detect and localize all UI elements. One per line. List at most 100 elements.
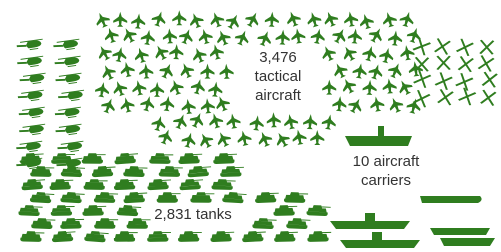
jet-icon (219, 63, 234, 79)
tank-icon (274, 231, 298, 242)
tank-icon (252, 218, 276, 229)
tank-icon (51, 153, 75, 164)
tank-icon (210, 231, 234, 242)
carriers-label: 10 aircraft (353, 153, 421, 170)
jet-icon (343, 10, 359, 27)
jet-icon (381, 10, 399, 28)
jet-icon (243, 9, 262, 29)
tank-icon (94, 218, 118, 229)
tank-icon (178, 153, 202, 164)
jet-icon (132, 46, 150, 64)
tank-icon (123, 192, 147, 204)
jet-icon (172, 112, 191, 131)
jet-icon (160, 95, 176, 112)
jet-icon (200, 98, 215, 114)
plane-icon (481, 71, 497, 87)
helicopter-icon (16, 141, 44, 154)
jet-icon (208, 10, 226, 29)
jet-icon (102, 26, 120, 44)
helicopter-icon (16, 39, 44, 52)
tank-icon (84, 179, 108, 190)
jet-icon (94, 81, 110, 98)
tank-icon (127, 218, 151, 229)
helicopter-icon (55, 73, 83, 86)
jet-icon (275, 29, 290, 45)
jet-icon (319, 43, 338, 62)
jet-icon (177, 61, 196, 80)
jet-icon (139, 94, 156, 112)
jet-icon (167, 78, 185, 97)
helicopter-icon (18, 107, 46, 120)
tank-icon (20, 231, 44, 242)
jet-icon (291, 128, 307, 145)
jet-icon (369, 95, 385, 112)
tank-icon (114, 179, 138, 190)
tank-icon (117, 205, 142, 217)
tank-icon (92, 166, 116, 178)
jet-icon (95, 43, 114, 63)
jet-icon (265, 11, 280, 27)
jet-icon (386, 95, 405, 114)
jet-icon (398, 10, 416, 28)
plane-icon (412, 37, 431, 56)
jet-icon (131, 13, 146, 29)
jet-icon (266, 112, 281, 128)
plane-icon (456, 38, 475, 57)
helicopter-icon (53, 39, 81, 52)
helicopter-icon (17, 56, 45, 69)
tank-icon (306, 205, 330, 217)
aircraft-count: 3,476 (259, 49, 297, 66)
jet-icon (169, 44, 184, 60)
jet-icon (157, 127, 175, 146)
jet-icon (118, 96, 135, 114)
plane-icon (434, 38, 451, 55)
jet-icon (282, 113, 299, 130)
jet-icon (110, 79, 128, 98)
tank-icon (190, 192, 214, 203)
jet-icon (139, 63, 154, 79)
jet-icon (346, 95, 365, 115)
aircraft-label: tactical (255, 68, 302, 85)
tank-icon (60, 218, 84, 229)
jet-icon (361, 44, 378, 62)
helicopter-icon (57, 141, 85, 154)
carriers-label: carriers (361, 172, 411, 189)
jet-icon (208, 43, 225, 61)
tank-icon (220, 166, 244, 177)
tank-icon (273, 205, 297, 216)
jet-icon (284, 9, 302, 28)
jet-icon (100, 96, 118, 115)
tank-icon (94, 192, 118, 203)
tank-icon (178, 231, 202, 242)
jet-icon (386, 61, 405, 80)
plane-icon (458, 56, 475, 73)
jet-icon (214, 129, 233, 149)
helicopter-icon (17, 90, 45, 103)
jet-icon (187, 11, 205, 30)
tanks-label: 2,831 tanks (154, 206, 232, 223)
jet-icon (214, 28, 233, 47)
jet-icon (399, 44, 415, 61)
jet-icon (177, 27, 195, 46)
jet-icon (347, 28, 362, 44)
carrier (345, 126, 412, 146)
tank-icon (213, 153, 237, 164)
tank-icon (84, 231, 109, 243)
tank-icon (211, 179, 235, 190)
jet-icon (305, 10, 323, 28)
tank-icon (82, 153, 106, 164)
jet-icon (303, 114, 318, 130)
jet-icon (180, 131, 197, 149)
tank-icon (21, 178, 46, 190)
helicopter-icon (55, 124, 83, 137)
plane-icon (477, 55, 494, 72)
tank-icon (147, 231, 171, 242)
tank-icon (286, 218, 310, 230)
tank-icon (149, 153, 173, 164)
ships (330, 196, 495, 248)
tank-icon (242, 231, 266, 243)
tank-icon (61, 166, 85, 178)
jet-icon (233, 28, 252, 47)
jet-icon (111, 46, 128, 64)
jet-icon (256, 29, 275, 48)
